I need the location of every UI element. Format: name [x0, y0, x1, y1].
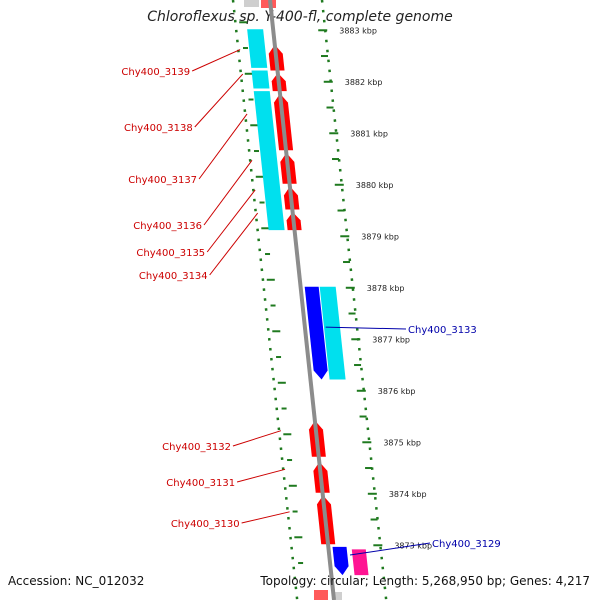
gene-label: Chy400_3137: [128, 175, 197, 186]
gene-label: Chy400_3131: [166, 478, 235, 489]
gene-label: Chy400_3129: [432, 539, 501, 550]
gene-label-leader: [203, 160, 253, 226]
accession-text: Accession: NC_012032: [8, 574, 145, 588]
rna-feature: [319, 286, 346, 380]
misc-feature: [351, 549, 369, 576]
gene-arrow: [304, 286, 328, 380]
gene-label-leader: [198, 113, 248, 180]
gene-label-leader: [191, 49, 241, 72]
gene-label-leader: [206, 189, 256, 253]
ruler-label: 3883 kbp: [339, 26, 377, 35]
topology-text: Topology: circular; Length: 5,268,950 bp…: [260, 574, 590, 588]
gene-label-leader: [194, 73, 244, 128]
ruler-label: 3877 kbp: [372, 335, 410, 344]
gene-labels: Chy400_3139 Chy400_3138 Chy400_3137 Chy400_…: [121, 67, 500, 550]
gene-label-leader: [349, 542, 431, 556]
gene-label-leader: [241, 511, 290, 524]
offscreen-continuation-bottom: [314, 590, 342, 600]
ruler-label: 3878 kbp: [367, 284, 405, 293]
gene-label: Chy400_3136: [133, 221, 202, 232]
gene-label: Chy400_3135: [136, 248, 205, 259]
ruler-label: 3875 kbp: [383, 438, 421, 447]
ruler-label: 3876 kbp: [378, 387, 416, 396]
track-outline-right: [320, 0, 388, 600]
gene-label-leader: [232, 430, 282, 447]
rna-feature: [247, 29, 268, 68]
ruler-label: 3880 kbp: [356, 181, 394, 190]
gene-label: Chy400_3133: [408, 325, 477, 336]
ruler-label: 3879 kbp: [361, 232, 399, 241]
gene-label-leader: [209, 212, 259, 276]
rna-feature: [251, 70, 270, 89]
gene-label: Chy400_3130: [171, 519, 240, 530]
feature-track: [247, 29, 369, 576]
gene-label: Chy400_3132: [162, 442, 231, 453]
gene-label: Chy400_3138: [124, 123, 193, 134]
rna-feature: [253, 91, 285, 231]
ruler-label: 3882 kbp: [345, 78, 383, 87]
gene-label-leaders: [191, 49, 431, 556]
ruler-label: 3881 kbp: [350, 129, 388, 138]
genome-backbone: [268, 0, 336, 600]
track-outline-left: [231, 0, 299, 600]
ruler-label: 3874 kbp: [389, 490, 427, 499]
gene-label-leader: [325, 326, 407, 330]
gene-arrow: [332, 546, 349, 576]
gene-label: Chy400_3139: [121, 67, 190, 78]
track-outlines: [231, 0, 388, 600]
ruler-ticks: [239, 21, 383, 565]
map-title: Chloroflexus sp. Y-400-fl, complete geno…: [147, 9, 453, 25]
gene-label-leader: [236, 468, 286, 483]
gene-label: Chy400_3134: [139, 271, 208, 282]
